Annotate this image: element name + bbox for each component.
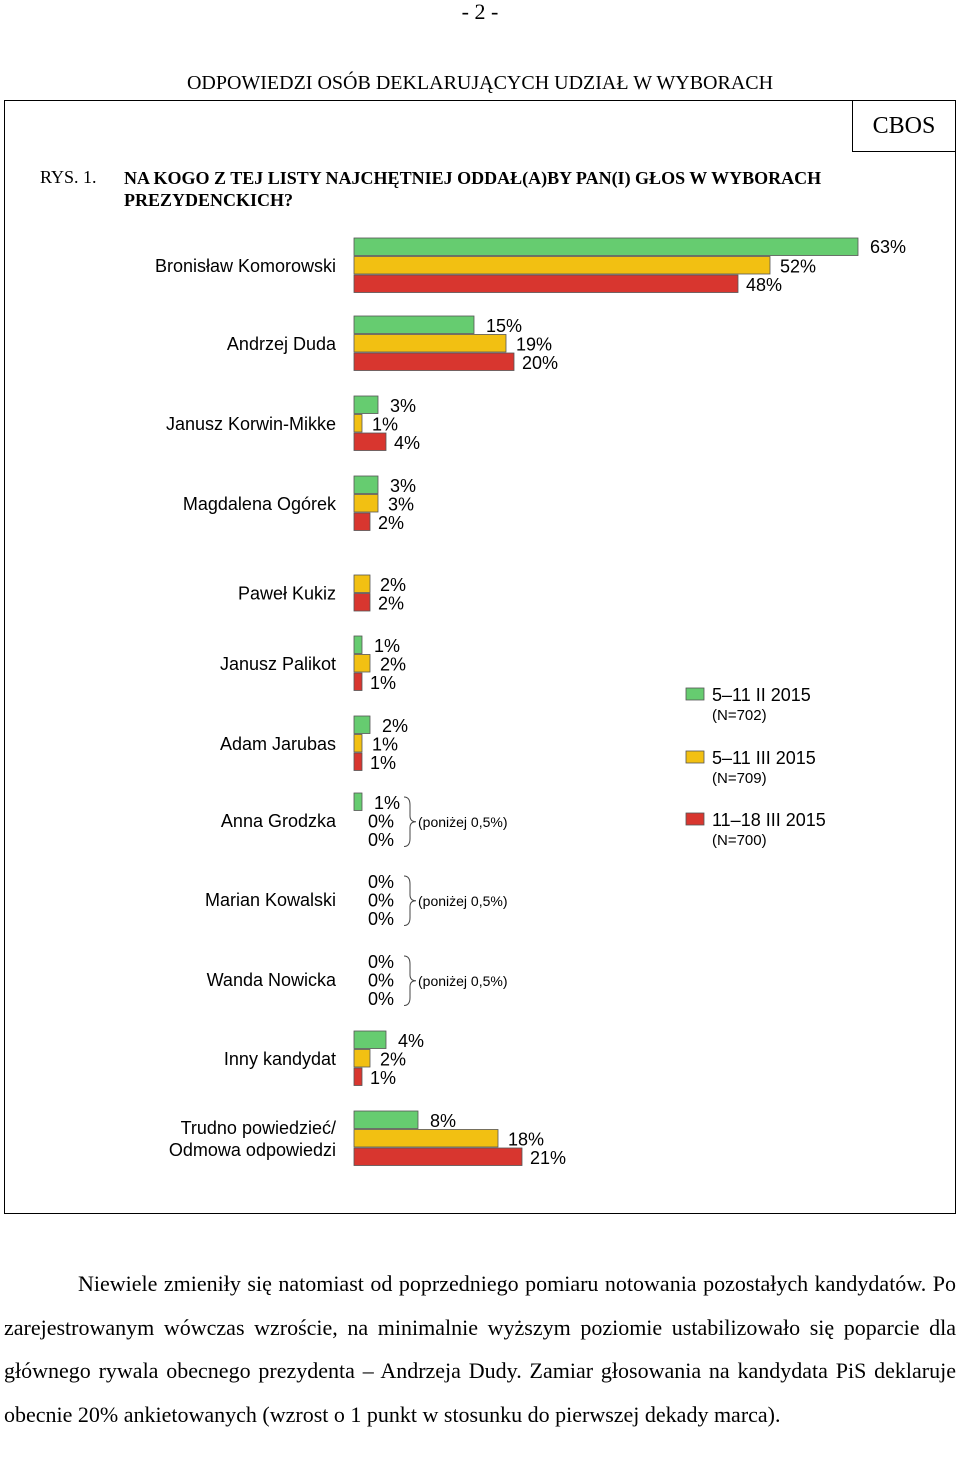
value-label: 18%: [508, 1130, 544, 1150]
value-label: 0%: [368, 872, 394, 892]
value-label: 4%: [398, 1031, 424, 1051]
value-label: 48%: [746, 275, 782, 295]
value-label: 2%: [380, 1050, 406, 1070]
below-threshold-note: (poniżej 0,5%): [418, 814, 508, 830]
value-label: 2%: [378, 513, 404, 533]
legend-label: 5–11 II 2015: [712, 685, 811, 705]
figure-label: RYS. 1.: [40, 167, 97, 187]
category-label: Adam Jarubas: [220, 734, 336, 754]
category-label: Wanda Nowicka: [207, 970, 337, 990]
bar: [353, 1030, 387, 1049]
value-label: 15%: [486, 316, 522, 336]
bar: [353, 1110, 419, 1129]
value-label: 63%: [870, 237, 906, 257]
section-title: ODPOWIEDZI OSÓB DEKLARUJĄCYCH UDZIAŁ W W…: [186, 72, 774, 94]
bar: [353, 432, 387, 451]
figure-title: NA KOGO Z TEJ LISTY NAJCHĘTNIEJ ODDAŁ(A)…: [124, 168, 822, 210]
value-label: 1%: [370, 1068, 396, 1088]
category-label: Magdalena Ogórek: [183, 494, 337, 514]
value-label: 1%: [372, 735, 398, 755]
value-label: 0%: [368, 812, 394, 832]
legend-swatch: [685, 687, 705, 701]
value-label: 3%: [390, 396, 416, 416]
value-label: 0%: [368, 891, 394, 911]
bar: [353, 635, 363, 654]
category-label: Janusz Korwin-Mikke: [166, 414, 336, 434]
category-label: Bronisław Komorowski: [155, 256, 336, 276]
bar: [353, 274, 739, 293]
value-label: 4%: [394, 433, 420, 453]
bar: [353, 414, 363, 433]
legend-swatch: [685, 750, 705, 764]
below-threshold-note: (poniżej 0,5%): [418, 893, 508, 909]
bar: [353, 792, 363, 811]
category-label: Odmowa odpowiedzi: [169, 1140, 336, 1160]
value-label: 3%: [388, 495, 414, 515]
bar: [353, 315, 475, 334]
bar: [353, 574, 371, 593]
value-label: 2%: [380, 655, 406, 675]
value-label: 1%: [374, 636, 400, 656]
legend-swatch: [685, 812, 705, 826]
legend-sample-size: (N=709): [712, 770, 767, 787]
value-label: 3%: [390, 476, 416, 496]
bar: [353, 672, 363, 691]
bar: [353, 256, 771, 275]
category-label: Trudno powiedzieć/: [181, 1118, 336, 1138]
value-label: 0%: [368, 989, 394, 1009]
category-label: Andrzej Duda: [227, 334, 337, 354]
bar: [353, 1129, 499, 1148]
bar-chart: Bronisław Komorowski 63% 52%48% Andrzej Dud…: [155, 237, 906, 1168]
category-label: Marian Kowalski: [205, 890, 336, 910]
bar: [353, 1049, 371, 1068]
value-label: 19%: [516, 335, 552, 355]
cbos-brand-box: CBOS: [852, 100, 956, 152]
brace: [403, 955, 417, 1006]
figure-frame: [4, 100, 956, 1214]
value-label: 1%: [372, 415, 398, 435]
category-label: Janusz Palikot: [220, 654, 336, 674]
bar: [353, 654, 371, 673]
brace: [403, 875, 417, 926]
value-label: 2%: [378, 594, 404, 614]
legend-label: 5–11 III 2015: [712, 748, 816, 768]
bar: [353, 352, 515, 371]
legend-sample-size: (N=702): [712, 707, 767, 724]
bar: [353, 475, 379, 494]
value-label: 0%: [368, 830, 394, 850]
legend-label: 11–18 III 2015: [712, 810, 826, 830]
value-label: 0%: [368, 971, 394, 991]
body-text: Niewiele zmieniły się natomiast od poprz…: [4, 1271, 956, 1427]
value-label: 1%: [374, 793, 400, 813]
bar: [353, 752, 363, 771]
legend-sample-size: (N=700): [712, 832, 767, 849]
value-label: 0%: [368, 909, 394, 929]
value-label: 8%: [430, 1111, 456, 1131]
value-label: 21%: [530, 1148, 566, 1168]
value-label: 0%: [368, 952, 394, 972]
value-label: 2%: [382, 716, 408, 736]
bar: [353, 593, 371, 612]
category-label: Inny kandydat: [224, 1049, 336, 1069]
bar: [353, 334, 507, 353]
category-label: Anna Grodzka: [221, 811, 337, 831]
value-label: 1%: [370, 673, 396, 693]
bar: [353, 734, 363, 753]
bar: [353, 1067, 363, 1086]
below-threshold-note: (poniżej 0,5%): [418, 973, 508, 989]
body-paragraph: Niewiele zmieniły się natomiast od poprz…: [4, 1262, 956, 1436]
bar: [353, 1147, 523, 1166]
value-label: 2%: [380, 575, 406, 595]
value-label: 20%: [522, 353, 558, 373]
bar: [353, 237, 859, 256]
brace: [403, 796, 417, 847]
category-label: Paweł Kukiz: [238, 584, 336, 604]
bar: [353, 395, 379, 414]
value-label: 1%: [370, 753, 396, 773]
value-label: 52%: [780, 257, 816, 277]
page-number: - 2 -: [461, 0, 499, 24]
bar: [353, 715, 371, 734]
bar: [353, 494, 379, 513]
bar: [353, 512, 371, 531]
